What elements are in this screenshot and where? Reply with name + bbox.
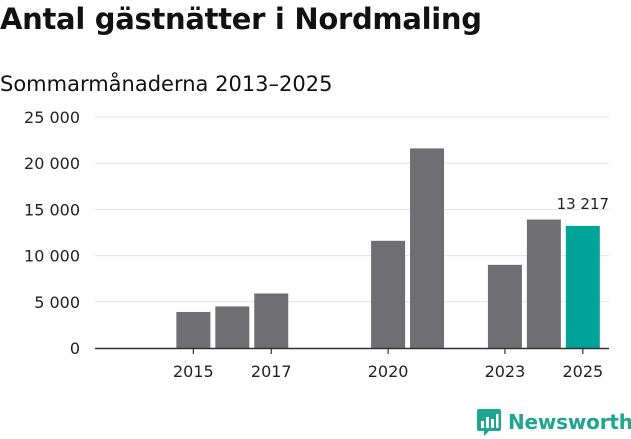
- x-tick-label: 2023: [485, 362, 526, 381]
- bar-2017: [254, 293, 289, 348]
- data-label: 13 217: [557, 195, 610, 213]
- bar-2023: [487, 264, 522, 348]
- bars: [176, 148, 600, 348]
- bar-2020: [371, 240, 406, 348]
- y-tick-label: 0: [70, 339, 80, 358]
- y-tick-label: 5 000: [34, 293, 80, 312]
- chart-subtitle: Sommarmånaderna 2013–2025: [0, 72, 333, 96]
- grid-lines: [95, 116, 609, 303]
- bar-2024: [526, 219, 561, 348]
- x-tick-label: 2025: [562, 362, 603, 381]
- y-tick-label: 15 000: [24, 200, 80, 219]
- axes: [95, 347, 609, 354]
- brand-logo: Newsworthy: [476, 406, 631, 438]
- bar-2015: [176, 311, 211, 348]
- bar-2016: [215, 306, 250, 348]
- chart-title: Antal gästnätter i Nordmaling: [0, 2, 482, 36]
- y-tick-label: 20 000: [24, 154, 80, 173]
- y-tick-label: 25 000: [24, 108, 80, 127]
- bar-2025: [565, 225, 600, 348]
- x-tick-label: 2015: [173, 362, 214, 381]
- y-tick-label: 10 000: [24, 247, 80, 266]
- x-tick-label: 2020: [368, 362, 409, 381]
- x-tick-label: 2017: [251, 362, 292, 381]
- brand-name: Newsworthy: [508, 410, 631, 434]
- labels: 0 5 000 10 000 15 000 20 000 25 000 2015 2017 20…: [24, 108, 609, 381]
- newsworthy-bar-chart-icon: [477, 409, 501, 436]
- bar-2021: [410, 148, 445, 348]
